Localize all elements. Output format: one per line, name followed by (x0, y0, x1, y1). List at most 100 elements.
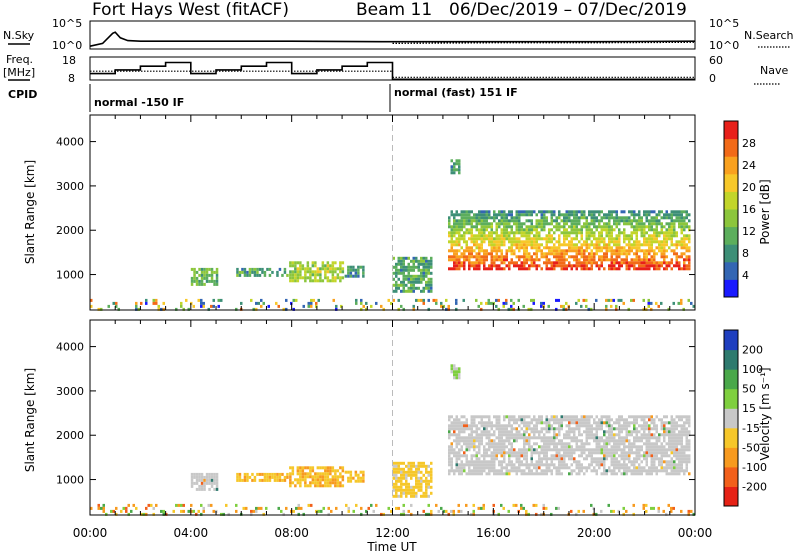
colorbar-swatch (724, 191, 738, 210)
colorbar-swatch (724, 156, 738, 175)
colorbar-swatch (724, 121, 738, 140)
y-tick-label: 2000 (56, 224, 84, 237)
velocity-colorbar-tick: -15 (742, 422, 760, 435)
x-tick-label: 12:00 (375, 526, 410, 540)
x-axis-title: Time UT (366, 540, 417, 554)
nsky-tick-bottom: 10^0 (52, 39, 82, 52)
power-colorbar-tick: 12 (742, 225, 756, 238)
scatter-region (236, 267, 289, 277)
colorbar-frame (723, 329, 739, 507)
cpid-label: CPID (8, 88, 37, 101)
x-tick-label: 16:00 (476, 526, 511, 540)
colorbar-swatch (724, 349, 738, 370)
scatter-region (344, 470, 365, 483)
beam-label: Beam 11 (356, 0, 432, 20)
nave-label: Nave (760, 64, 788, 77)
colorbar-swatch (724, 226, 738, 245)
velocity-colorbar-tick: -50 (742, 441, 760, 454)
scatter-region (392, 256, 433, 293)
scatter-region (190, 472, 219, 491)
colorbar-swatch (724, 244, 738, 263)
velocity-colorbar-tick: 15 (742, 402, 756, 415)
station-title: Fort Hays West (fitACF) (92, 0, 289, 20)
colorbar-swatch (724, 408, 738, 429)
cpid-mode-1: normal -150 IF (94, 96, 184, 109)
power-colorbar-tick: 24 (742, 159, 756, 172)
velocity-colorbar-label: Velocity [m s⁻¹] (758, 367, 772, 460)
colorbar-swatch (724, 388, 738, 409)
nsearch-tick-bottom: 10^0 (709, 39, 739, 52)
freq-tick-bottom: 8 (68, 72, 75, 85)
x-tick-label: 04:00 (174, 526, 209, 540)
x-tick-label: 20:00 (577, 526, 612, 540)
nsky-line (89, 31, 696, 47)
velocity-colorbar-tick: -200 (742, 480, 767, 493)
nave-tick-top: 60 (709, 54, 723, 67)
scatter-region (289, 466, 345, 488)
scatter-region (344, 265, 365, 278)
scatter-region (450, 364, 461, 380)
scatter-region (448, 415, 691, 476)
scatter-region (448, 210, 691, 271)
colorbar-swatch (724, 330, 738, 351)
velocity-colorbar-tick: -100 (742, 461, 767, 474)
velocity-colorbar-tick: 50 (742, 383, 756, 396)
power-colorbar: 4 8 12 16 20 24 28 (723, 120, 756, 298)
scatter-region (190, 267, 219, 286)
y-tick-label: 2000 (56, 429, 84, 442)
nsky-tick-top: 10^5 (52, 17, 82, 30)
nave-tick-bottom: 0 (709, 72, 716, 85)
y-tick-label: 1000 (56, 474, 84, 487)
colorbar-swatch (724, 447, 738, 468)
colorbar-swatch (724, 279, 738, 298)
colorbar-frame (723, 120, 739, 298)
colorbar-swatch (724, 369, 738, 390)
colorbar-swatch (724, 427, 738, 448)
freq-tick-top: 18 (62, 54, 76, 67)
y-tick-label: 1000 (56, 269, 84, 282)
freq-label: Freq. (6, 53, 33, 66)
y-tick-label: 3000 (56, 180, 84, 193)
x-tick-label: 00:00 (678, 526, 713, 540)
power-colorbar-tick: 20 (742, 181, 756, 194)
scatter-region (90, 298, 695, 311)
colorbar-swatch (724, 466, 738, 487)
power-ylabel: Slant Range [km] (23, 160, 37, 264)
scatter-region (289, 261, 345, 283)
colorbar-swatch (724, 261, 738, 280)
nsearch-line (392, 41, 696, 44)
freq-unit-label: [MHz] (3, 66, 35, 79)
nsearch-tick-top: 10^5 (709, 17, 739, 30)
colorbar-swatch (724, 138, 738, 157)
velocity-scatter (90, 320, 695, 516)
x-tick-label: 08:00 (274, 526, 309, 540)
nave-line (90, 70, 695, 78)
power-colorbar-tick: 4 (742, 269, 749, 282)
power-colorbar-tick: 16 (742, 203, 756, 216)
power-colorbar-tick: 8 (742, 247, 749, 260)
scatter-region (392, 461, 433, 498)
nsky-label: N.Sky (3, 29, 35, 42)
axes: 1000 2000 3000 4000 1000 2000 3000 4000 00:00 04:… (56, 115, 712, 540)
velocity-colorbar-tick: 200 (742, 344, 763, 357)
date-range: 06/Dec/2019 – 07/Dec/2019 (449, 0, 687, 20)
nsky-panel (89, 20, 696, 50)
x-tick-label: 00:00 (73, 526, 108, 540)
y-tick-label: 4000 (56, 136, 84, 149)
colorbar-swatch (724, 173, 738, 192)
power-colorbar-tick: 28 (742, 137, 756, 150)
velocity-ylabel: Slant Range [km] (23, 368, 37, 472)
velocity-colorbar-tick: 100 (742, 363, 763, 376)
power-colorbar-label: Power [dB] (758, 179, 772, 244)
power-panel (89, 114, 696, 311)
cpid-mode-2: normal (fast) 151 IF (394, 86, 518, 99)
freq-panel (89, 56, 696, 81)
scatter-region (450, 159, 461, 175)
colorbar-swatch (724, 209, 738, 228)
frequency-line (90, 61, 695, 81)
power-scatter (90, 115, 695, 311)
velocity-colorbar: 200 100 50 15 -15 -50 -100 -200 (723, 329, 767, 507)
nsearch-label: N.Search (744, 29, 794, 42)
colorbar-swatch (724, 486, 738, 507)
